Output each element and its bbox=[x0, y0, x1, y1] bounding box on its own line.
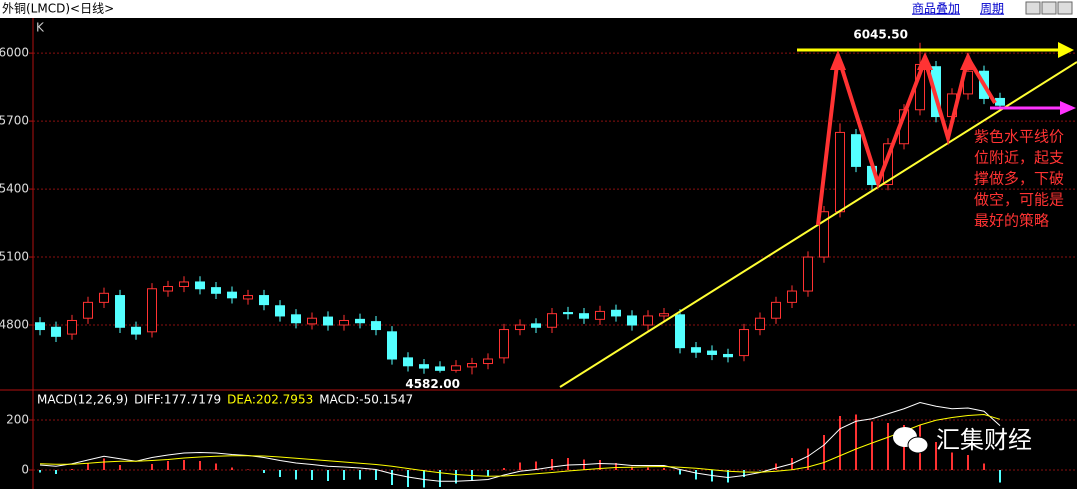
annotation-line: 做空，可能是 bbox=[974, 191, 1064, 209]
legend-label: DIFF:177.7179 bbox=[134, 393, 221, 407]
nav-buttons bbox=[1025, 1, 1073, 15]
candle-body bbox=[499, 329, 509, 359]
watermark: 汇集财经 bbox=[893, 426, 1032, 454]
plot: 4800 5100 5400 5700 6000 6045.50 4582.00 0 200 MA… bbox=[0, 27, 1077, 488]
candle-body bbox=[755, 317, 765, 331]
candle-body bbox=[115, 295, 125, 328]
wechat-icon bbox=[907, 436, 929, 454]
candle-body bbox=[259, 295, 269, 306]
candle-body bbox=[819, 211, 829, 258]
candle-body bbox=[211, 287, 221, 294]
candle-body bbox=[403, 357, 413, 367]
candle-body bbox=[579, 313, 589, 319]
y-tick-label: 5400 bbox=[0, 182, 29, 196]
overlay-link[interactable]: 商品叠加 bbox=[912, 1, 960, 16]
candle-body bbox=[275, 305, 285, 317]
candle-body bbox=[99, 292, 109, 303]
candle-body bbox=[435, 366, 445, 371]
candle-body bbox=[803, 256, 813, 292]
candle-body bbox=[483, 358, 493, 365]
candle-body bbox=[707, 350, 717, 355]
candle-body bbox=[163, 285, 173, 292]
candle-body bbox=[291, 314, 301, 324]
arrow-head bbox=[830, 50, 846, 70]
annotation-line: 撑做多，下破 bbox=[974, 170, 1064, 188]
macd-line bbox=[39, 401, 1001, 482]
y-tick-label: 5100 bbox=[0, 250, 29, 264]
candle-body bbox=[547, 313, 557, 328]
candle-body bbox=[995, 97, 1005, 106]
y-tick-label: 0 bbox=[21, 463, 29, 477]
high-label: 6045.50 bbox=[853, 27, 908, 41]
candle-body bbox=[515, 324, 525, 331]
period-link[interactable]: 周期 bbox=[980, 2, 1004, 16]
annotation-line: 紫色水平线价 bbox=[974, 128, 1064, 146]
legend-label: MACD:-50.1547 bbox=[319, 393, 413, 407]
y-tick-label: 4800 bbox=[0, 318, 29, 332]
candle-body bbox=[355, 318, 365, 324]
watermark-text: 汇集财经 bbox=[936, 426, 1032, 454]
candle-body bbox=[771, 301, 781, 319]
candle-body bbox=[723, 353, 733, 358]
candle-body bbox=[787, 290, 797, 303]
candle-body bbox=[131, 326, 141, 335]
arrow-head bbox=[960, 52, 976, 70]
arrow-head bbox=[917, 52, 933, 70]
y-tick-label: 6000 bbox=[0, 46, 29, 60]
candle-body bbox=[531, 323, 541, 328]
candle-body bbox=[659, 313, 669, 317]
candle-body bbox=[419, 364, 429, 369]
top-bar bbox=[0, 0, 1077, 18]
candle-body bbox=[835, 131, 845, 213]
candle-body bbox=[467, 363, 477, 368]
candle-body bbox=[675, 314, 685, 349]
candle-body bbox=[387, 331, 397, 360]
candle-body bbox=[611, 309, 621, 317]
legend-label: MACD(12,26,9) bbox=[37, 393, 128, 407]
candle-body bbox=[739, 329, 749, 357]
candle-body bbox=[67, 319, 77, 335]
candle-body bbox=[563, 312, 573, 315]
nav-button[interactable] bbox=[1057, 1, 1073, 15]
macd-line bbox=[39, 413, 1001, 477]
candle-body bbox=[323, 316, 333, 326]
candle-body bbox=[851, 134, 861, 167]
candle-body bbox=[451, 365, 461, 371]
annotation-line: 最好的策略 bbox=[974, 212, 1049, 230]
candle-body bbox=[307, 317, 317, 325]
y-tick-label: 5700 bbox=[0, 114, 29, 128]
candle-body bbox=[83, 301, 93, 319]
annotation-line: 位附近，起支 bbox=[974, 149, 1064, 167]
chart-title: 外铜(LMCD)<日线> bbox=[2, 1, 114, 16]
legend-label: DEA:202.7953 bbox=[227, 393, 313, 407]
candle-body bbox=[595, 310, 605, 320]
candle-body bbox=[35, 322, 45, 331]
candle-body bbox=[179, 281, 189, 287]
low-label: 4582.00 bbox=[405, 377, 460, 391]
candle-body bbox=[627, 315, 637, 326]
arrow-head bbox=[1058, 42, 1074, 58]
candle-body bbox=[147, 288, 157, 333]
candle-body bbox=[243, 295, 253, 300]
candle-body bbox=[195, 281, 205, 290]
arrow-head bbox=[1060, 101, 1076, 115]
nav-button[interactable] bbox=[1025, 1, 1041, 15]
candle-body bbox=[227, 291, 237, 299]
candle-body bbox=[371, 321, 381, 331]
panel-label: K bbox=[36, 21, 45, 35]
candle-body bbox=[691, 347, 701, 353]
nav-button[interactable] bbox=[1041, 1, 1057, 15]
y-tick-label: 200 bbox=[6, 413, 29, 427]
candle-body bbox=[339, 319, 349, 326]
candle-body bbox=[643, 315, 653, 326]
candle-body bbox=[51, 326, 61, 337]
drawn-lines bbox=[559, 42, 1077, 388]
